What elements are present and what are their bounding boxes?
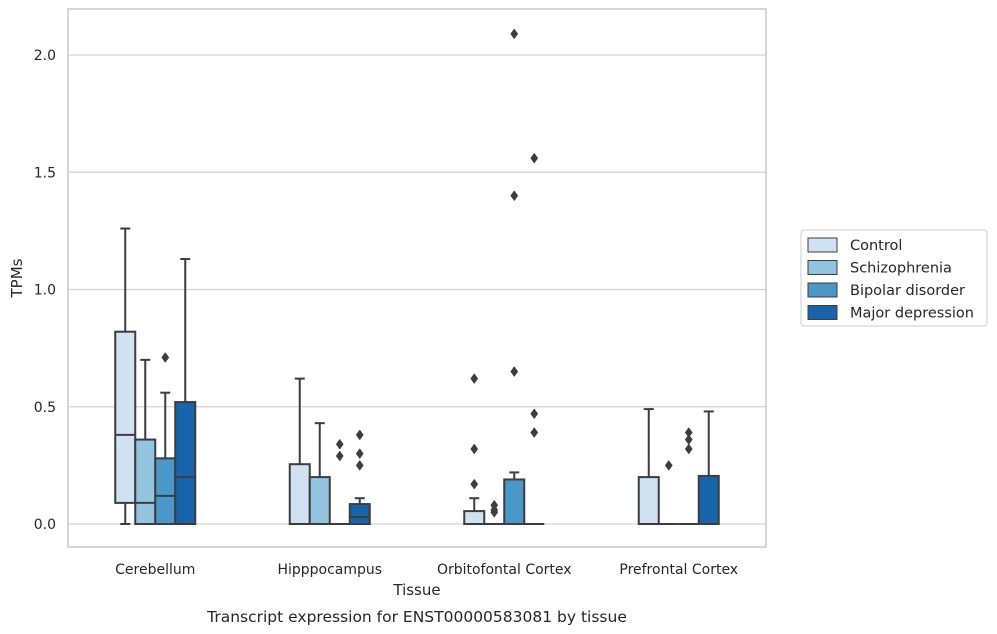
box-body [308,476,331,526]
grid-layer [68,54,766,525]
box-body [114,330,137,504]
box-group [637,408,660,526]
box-group [329,438,350,525]
outlier-point [490,499,499,511]
outlier-point [684,434,693,446]
legend-frame [800,229,988,327]
outlier-point [355,459,364,471]
box-body [463,510,486,526]
legend-swatch [807,260,838,275]
box-body [503,478,526,526]
y-axis-label: TPMs [8,258,26,298]
y-tick-label: 0.5 [34,400,56,416]
box-body [288,463,311,526]
outlier-point [335,450,344,462]
legend-label: Bipolar disorder [850,283,965,299]
box-group [678,427,699,525]
x-axis-label: Tissue [392,581,440,599]
outlier-point [510,190,519,202]
x-tick-label: Cerebellum [115,562,195,578]
box-group [524,152,545,525]
x-tick-labels: Cerebellum Hipppocampus Orbitofontal Corte… [115,562,738,578]
outlier-point [530,427,539,438]
outlier-point [530,152,539,164]
legend-swatch [807,305,838,320]
box-group [308,422,331,526]
outlier-point [470,478,479,490]
box-group [658,459,679,525]
legend-label: Major depression [850,306,974,322]
outlier-point [530,408,539,420]
box-body [154,457,177,525]
box-group [463,373,486,526]
legend-label: Schizophrenia [850,261,952,277]
outlier-point [664,459,673,471]
box-body [348,503,371,526]
legend: Control Schizophrenia Bipolar disorder Majo… [800,229,988,327]
outlier-point [335,438,344,450]
box-body [637,476,660,526]
x-tick-label: Hipppocampus [277,562,382,578]
plot-border [67,8,767,548]
legend-swatch [807,282,838,298]
outlier-point [510,28,519,40]
box-body [134,438,157,525]
y-tick-label: 2.0 [34,48,56,64]
y-tick-label: 1.0 [34,283,56,299]
outlier-point [684,427,693,438]
x-tick-label: Orbitofontal Cortex [437,562,572,578]
outlier-point [470,443,479,455]
box-group [484,499,505,525]
outlier-point [684,443,693,455]
legend-label: Control [850,238,902,254]
y-tick-labels: 0.0 0.5 1.0 1.5 2.0 [34,48,56,533]
outlier-point [470,373,479,385]
x-tick-label: Prefrontal Cortex [619,562,738,578]
chart-caption: Transcript expression for ENST0000058308… [206,608,627,626]
box-group [503,28,526,526]
box-group [174,258,197,525]
outlier-point [510,366,519,378]
outlier-point [355,429,364,441]
box-group [288,377,311,526]
box-body [174,401,197,525]
box-group [154,352,177,525]
box-group [114,227,137,525]
outlier-point [355,448,364,460]
box-group [697,410,720,525]
plot-frame [67,8,767,548]
outlier-point [161,352,170,363]
box-body [697,474,720,525]
y-tick-label: 0.0 [34,517,56,533]
box-marks [114,28,720,526]
box-group [134,358,157,525]
y-tick-label: 1.5 [34,165,56,181]
box-group [348,429,371,526]
legend-swatch [807,237,838,253]
